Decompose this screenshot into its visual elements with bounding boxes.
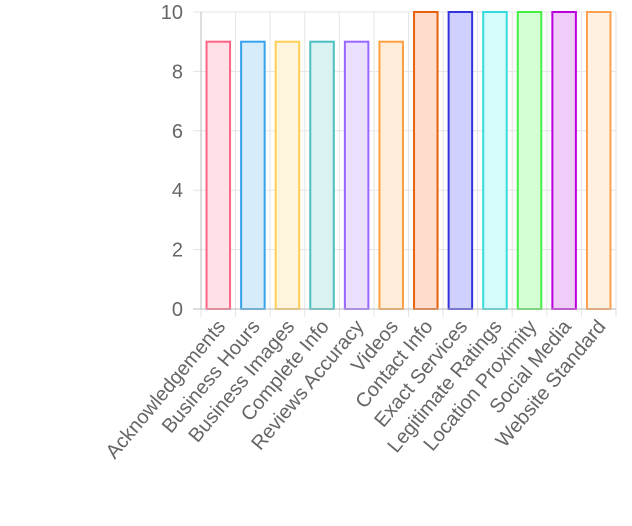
y-tick-label: 8: [172, 61, 183, 83]
y-tick-label: 4: [172, 180, 183, 202]
y-tick-label: 10: [161, 2, 183, 24]
y-tick-label: 0: [172, 299, 183, 321]
bar: [482, 11, 508, 310]
bar: [274, 40, 301, 310]
bar: [378, 40, 404, 310]
y-tick-label: 2: [172, 240, 183, 262]
bar: [205, 40, 232, 310]
axes: [193, 12, 616, 310]
bar: [240, 40, 266, 310]
bar: [551, 11, 577, 310]
gridlines: [193, 11, 617, 317]
bar: [413, 11, 439, 310]
bar: [343, 40, 370, 310]
bar: [309, 40, 335, 310]
y-tick-labels: 0 2 4 6 8 10: [161, 2, 183, 321]
bar: [516, 11, 543, 310]
bar: [447, 11, 474, 310]
bar: [585, 11, 612, 310]
bars: [205, 11, 612, 310]
y-tick-label: 6: [172, 121, 183, 143]
